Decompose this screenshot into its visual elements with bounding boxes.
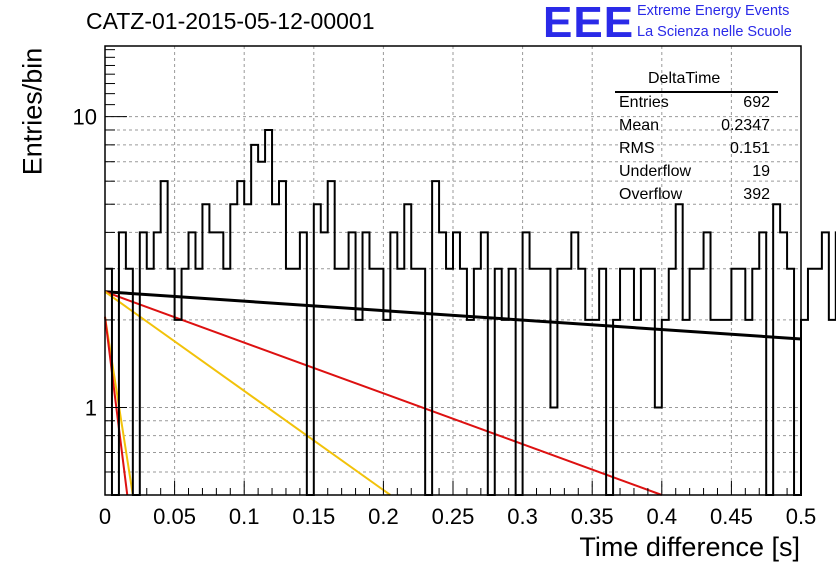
x-axis-label: Time difference [s] — [579, 532, 800, 562]
x-tick-label: 0.3 — [507, 504, 538, 529]
x-tick-label: 0.4 — [647, 504, 678, 529]
x-tick-label: 0.45 — [710, 504, 753, 529]
x-tick-label: 0.1 — [229, 504, 260, 529]
x-tick-label: 0.15 — [292, 504, 335, 529]
histogram-series — [105, 128, 836, 496]
y-tick-label: 1 — [85, 395, 97, 420]
fit-line — [104, 316, 129, 496]
fit-line — [104, 290, 391, 496]
stat-entries-label: Entries — [619, 94, 669, 111]
logo-line-2: La Scienza nelle Scuole — [637, 24, 792, 40]
eee-logo: EEE — [543, 0, 635, 47]
y-axis-label: Entries/bin — [17, 47, 48, 176]
x-tick-label: 0 — [99, 504, 111, 529]
stat-rms-label: RMS — [619, 140, 655, 157]
stat-underflow-label: Underflow — [619, 163, 692, 180]
stat-mean-label: Mean — [619, 117, 660, 134]
grid — [105, 46, 801, 495]
stat-overflow-value: 392 — [743, 186, 770, 203]
stat-entries-value: 692 — [743, 94, 770, 111]
axes: 0 0.05 0.1 0.15 0.2 0.25 0.3 0.35 0.4 0.45 0.5 1 10 — [73, 45, 817, 529]
plot-title: CATZ-01-2015-05-12-00001 — [86, 8, 375, 34]
logo-line-1: Extreme Energy Events — [637, 3, 790, 19]
stats-title: DeltaTime — [648, 70, 721, 87]
stat-underflow-value: 19 — [752, 163, 770, 180]
stat-mean-value: 0.2347 — [721, 117, 770, 134]
stat-overflow-label: Overflow — [619, 186, 683, 203]
stat-rms-value: 0.151 — [729, 140, 770, 157]
x-tick-label: 0.5 — [786, 504, 817, 529]
x-tick-label: 0.35 — [571, 504, 614, 529]
fit-line — [104, 290, 663, 496]
x-tick-label: 0.25 — [432, 504, 475, 529]
x-tick-label: 0.05 — [153, 504, 196, 529]
fit-line — [104, 290, 802, 341]
y-tick-label: 10 — [73, 105, 97, 130]
x-tick-label: 0.2 — [368, 504, 399, 529]
